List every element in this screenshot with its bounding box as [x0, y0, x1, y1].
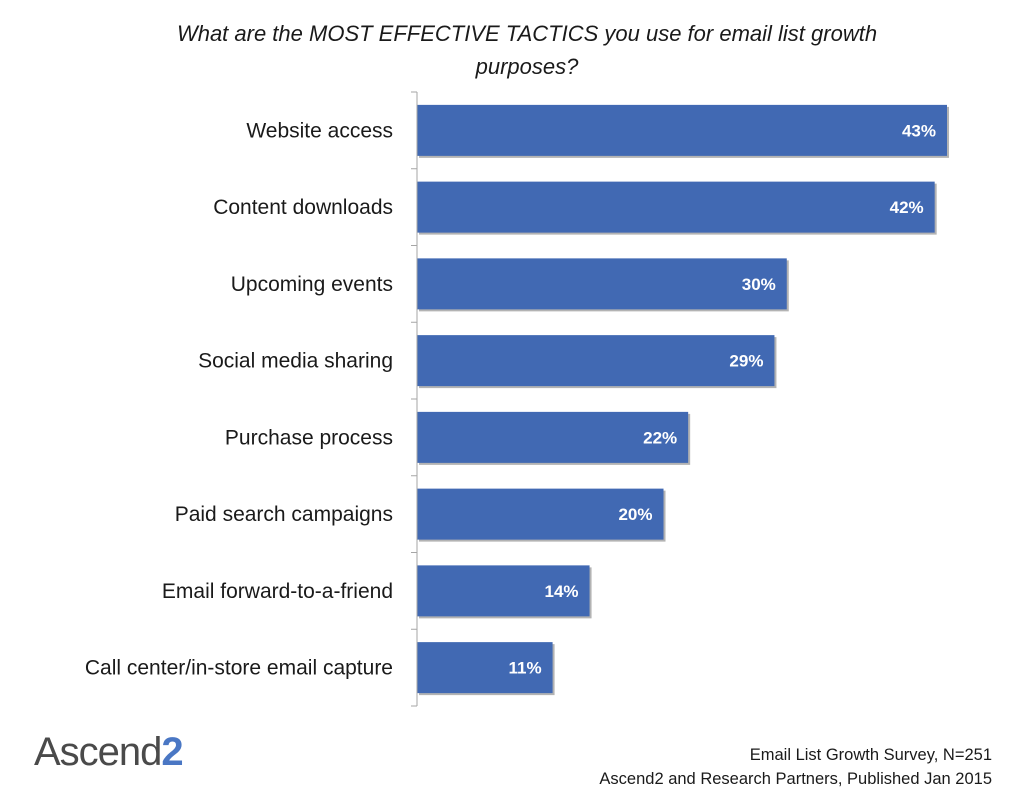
category-label: Paid search campaigns — [175, 503, 393, 526]
data-label: 30% — [742, 275, 776, 294]
bar — [417, 411, 689, 463]
category-label: Social media sharing — [198, 350, 393, 373]
data-label: 42% — [890, 198, 924, 217]
data-label: 22% — [643, 428, 677, 447]
source-note: Email List Growth Survey, N=251 Ascend2 … — [599, 743, 992, 791]
data-label: 14% — [545, 582, 579, 601]
category-label: Website access — [246, 119, 393, 142]
chart-title-line-2: purposes? — [475, 54, 580, 79]
bar — [417, 642, 553, 694]
category-label: Call center/in-store email capture — [85, 657, 393, 680]
data-label: 43% — [902, 121, 936, 140]
category-label: Purchase process — [225, 426, 393, 449]
bar — [417, 488, 664, 540]
bar — [417, 335, 775, 387]
bar — [417, 104, 947, 156]
category-label: Upcoming events — [231, 273, 393, 296]
source-line-1: Email List Growth Survey, N=251 — [749, 746, 992, 764]
chart-title-line-1: What are the MOST EFFECTIVE TACTICS you … — [177, 21, 877, 46]
data-label: 20% — [618, 505, 652, 524]
plot-area: 43% Website access 42% Content downloads 30%… — [85, 91, 949, 707]
source-line-2: Ascend2 and Research Partners, Published… — [599, 770, 992, 788]
bar — [417, 565, 590, 617]
category-label: Content downloads — [213, 196, 393, 219]
bar-chart: What are the MOST EFFECTIVE TACTICS you … — [85, 21, 949, 707]
ascend2-logo: Ascend2 — [34, 730, 184, 775]
bar — [417, 181, 935, 233]
logo-accent: 2 — [161, 730, 183, 774]
data-label: 11% — [508, 659, 541, 678]
bar — [417, 258, 787, 310]
data-label: 29% — [729, 352, 763, 371]
logo-text: Ascend — [34, 730, 162, 774]
category-label: Email forward-to-a-friend — [162, 580, 393, 603]
